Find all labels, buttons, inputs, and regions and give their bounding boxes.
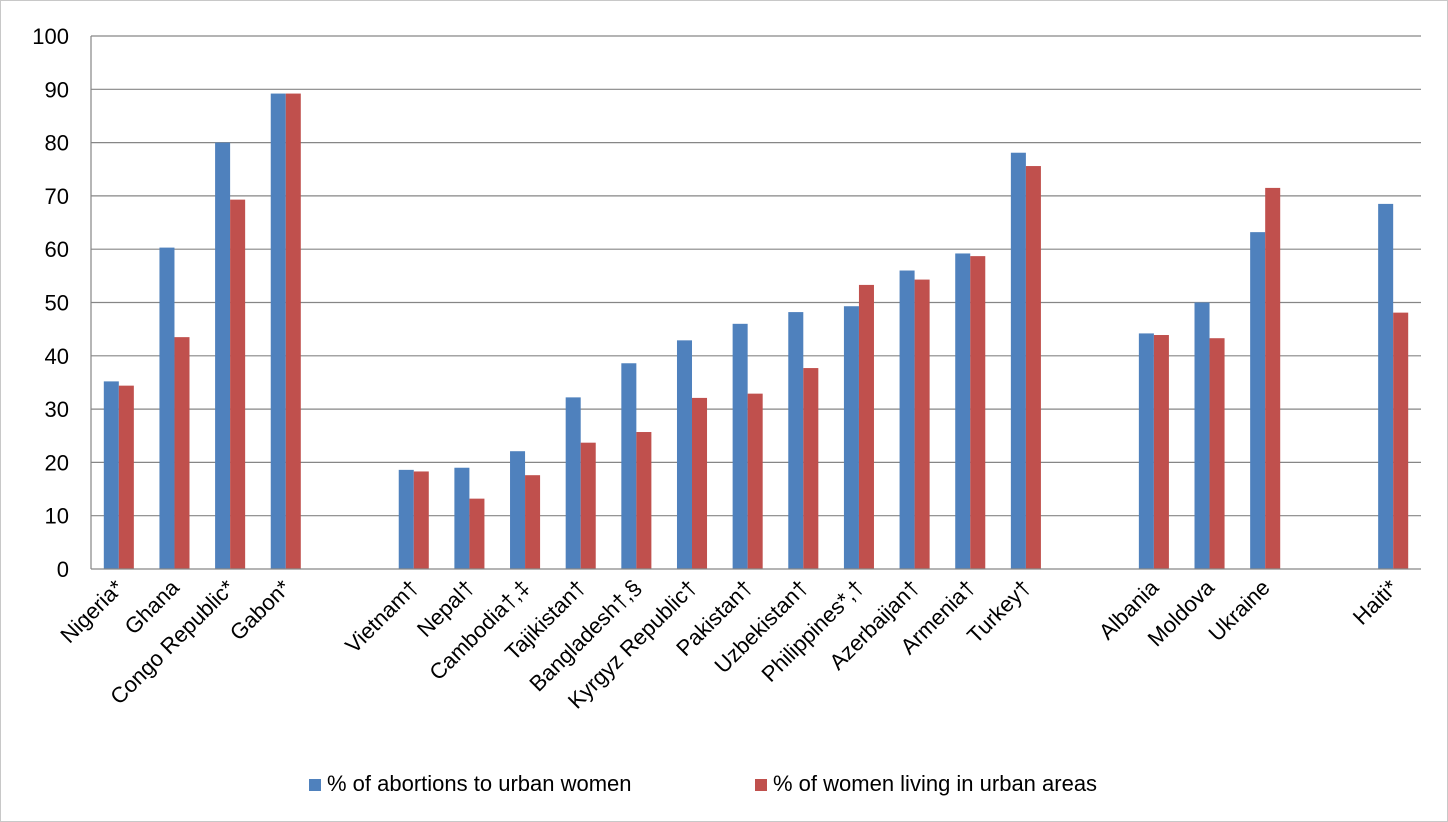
bar-abortions-urban <box>159 247 175 569</box>
y-tick-label: 50 <box>45 291 69 316</box>
x-tick-label: Nigeria* <box>55 575 128 648</box>
bar-abortions-urban <box>955 253 971 570</box>
y-tick-label: 10 <box>45 504 69 529</box>
x-tick-label: Haiti* <box>1348 575 1403 630</box>
x-tick-label: Ukraine <box>1203 575 1274 646</box>
bar-women-urban <box>1393 312 1409 569</box>
bar-women-urban <box>1025 166 1041 569</box>
bar-women-urban <box>803 368 819 569</box>
bar-women-urban <box>692 397 708 569</box>
bar-women-urban <box>1209 338 1225 569</box>
y-axis-ticks: 0 10 20 30 40 50 60 70 80 90 100 <box>32 24 69 582</box>
bar-women-urban <box>285 93 301 570</box>
x-tick-label: Vietnam† <box>340 575 423 658</box>
bar-women-urban <box>469 498 485 569</box>
bar-women-urban <box>230 199 246 570</box>
y-tick-label: 30 <box>45 397 69 422</box>
bar-women-urban <box>636 432 652 569</box>
bar-women-urban <box>1265 187 1281 569</box>
legend-swatch-abortions-urban <box>309 779 321 791</box>
legend-swatch-women-urban <box>755 779 767 791</box>
bar-women-urban <box>858 284 874 569</box>
bar-abortions-urban <box>215 142 231 569</box>
bar-abortions-urban <box>732 323 748 569</box>
y-tick-label: 100 <box>32 24 69 49</box>
gridlines <box>91 35 1421 517</box>
bar-women-urban <box>747 393 763 569</box>
bar-abortions-urban <box>899 270 915 569</box>
bar-abortions-urban <box>270 93 286 570</box>
bar-abortions-urban <box>788 312 804 569</box>
legend: % of abortions to urban women % of women… <box>309 771 1097 796</box>
bar-women-urban <box>174 337 190 569</box>
legend-label-abortions-urban: % of abortions to urban women <box>327 771 632 796</box>
bar-women-urban <box>1153 335 1169 569</box>
bar-abortions-urban <box>1250 232 1266 570</box>
bars <box>103 93 1409 570</box>
bar-women-urban <box>914 279 930 569</box>
bar-abortions-urban <box>621 363 637 569</box>
bar-abortions-urban <box>1138 333 1154 569</box>
bar-abortions-urban <box>676 340 693 569</box>
bar-abortions-urban <box>398 469 414 569</box>
x-tick-label: Turkey† <box>962 575 1035 648</box>
bar-abortions-urban <box>103 381 119 569</box>
bar-women-urban <box>118 385 134 569</box>
bar-women-urban <box>525 475 541 569</box>
y-tick-label: 70 <box>45 184 69 209</box>
bar-abortions-urban <box>843 306 859 569</box>
bar-abortions-urban <box>510 451 526 569</box>
bar-abortions-urban <box>454 467 470 569</box>
bar-abortions-urban <box>1194 302 1210 569</box>
bar-abortions-urban <box>1378 203 1394 569</box>
y-tick-label: 90 <box>45 77 69 102</box>
bar-abortions-urban <box>1010 152 1026 570</box>
y-tick-label: 80 <box>45 131 69 156</box>
y-tick-label: 20 <box>45 450 69 475</box>
legend-label-women-urban: % of women living in urban areas <box>773 771 1097 796</box>
y-tick-label: 0 <box>57 557 69 582</box>
y-tick-label: 40 <box>45 344 69 369</box>
bar-women-urban <box>970 256 986 569</box>
x-tick-label: Gabon* <box>225 575 296 646</box>
bar-women-urban <box>580 442 596 569</box>
bar-abortions-urban <box>565 397 581 569</box>
bar-women-urban <box>413 471 429 569</box>
y-tick-label: 60 <box>45 237 69 262</box>
